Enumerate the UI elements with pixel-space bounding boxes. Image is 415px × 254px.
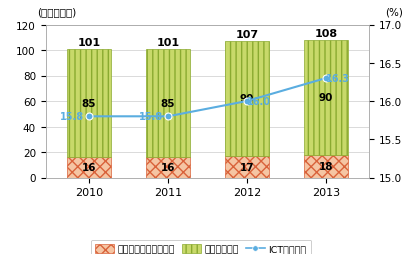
- Text: 15.8: 15.8: [139, 112, 163, 122]
- Text: 107: 107: [235, 30, 259, 40]
- Text: 16: 16: [161, 163, 175, 173]
- Bar: [304, 155, 348, 178]
- Bar: [304, 41, 348, 155]
- Bar: [146, 50, 190, 157]
- Text: 15.8: 15.8: [60, 112, 84, 122]
- Text: 16: 16: [82, 163, 96, 173]
- Text: (%): (%): [385, 8, 403, 18]
- Text: 16.0: 16.0: [247, 97, 271, 107]
- Text: 101: 101: [156, 38, 180, 47]
- Text: 90: 90: [240, 94, 254, 104]
- Text: 17: 17: [240, 162, 254, 172]
- Bar: [67, 50, 111, 157]
- Text: 85: 85: [82, 99, 96, 108]
- Text: 101: 101: [78, 38, 100, 47]
- Text: 85: 85: [161, 99, 175, 108]
- Bar: [225, 156, 269, 178]
- Text: 18: 18: [319, 161, 333, 171]
- Legend: 情報通信財・サービス, 一般サービス, ICT投資比率: 情報通信財・サービス, 一般サービス, ICT投資比率: [90, 240, 311, 254]
- Text: 90: 90: [319, 93, 333, 103]
- Text: 108: 108: [315, 29, 337, 39]
- Text: (兆円、名目): (兆円、名目): [37, 8, 77, 18]
- Bar: [146, 157, 190, 178]
- Bar: [67, 157, 111, 178]
- Text: 16.3: 16.3: [326, 74, 350, 84]
- Bar: [225, 42, 269, 156]
